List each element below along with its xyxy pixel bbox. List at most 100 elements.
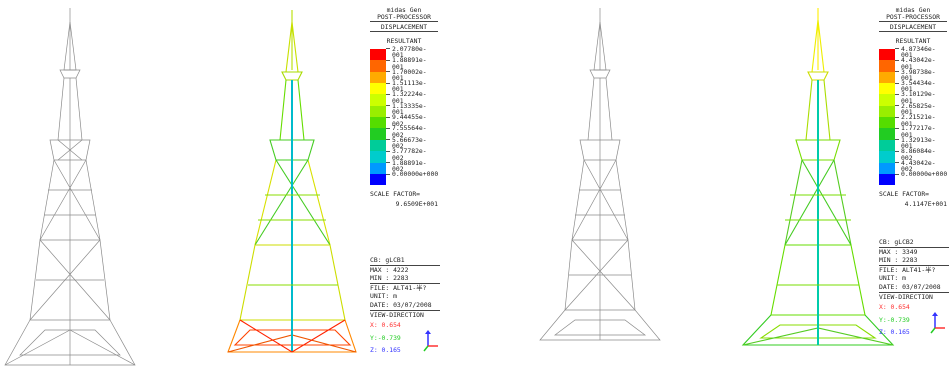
scale-tick <box>386 173 390 175</box>
scale-swatch <box>370 162 386 175</box>
view-direction-axis-icon <box>423 330 438 352</box>
scale-value: 9.44455e-002 <box>392 113 427 128</box>
scale-value: 4.87346e-001 <box>901 44 936 60</box>
scale-tick <box>386 59 390 61</box>
tower-wireframe-icon <box>4 8 136 366</box>
scale-row: 3.77782e-002 <box>370 147 438 163</box>
scale-row: 5.66673e-002 <box>370 137 438 152</box>
min-label: MIN : 2283 <box>370 274 409 283</box>
contour-legend: midas Gen POST-PROCESSOR DISPLACEMENT RE… <box>879 6 947 207</box>
scale-row: 3.10129e-001 <box>879 91 947 106</box>
scale-swatch <box>370 128 386 140</box>
scale-swatch <box>370 117 386 129</box>
scale-row: 4.87346e-001 <box>879 44 947 61</box>
result-panel-b: midas Gen POST-PROCESSOR DISPLACEMENT RE… <box>475 0 950 367</box>
result-type: DISPLACEMENT <box>889 22 937 31</box>
result-panel-a: midas Gen POST-PROCESSOR DISPLACEMENT RE… <box>0 0 475 367</box>
view-direction-label: VIEW-DIRECTION <box>370 310 424 319</box>
view-z: Z: 0.165 <box>879 328 910 337</box>
scale-value: 7.55564e-002 <box>392 124 427 139</box>
view-y: Y:-0.739 <box>879 315 910 324</box>
scale-value: 1.51113e-001 <box>392 78 427 94</box>
view-x: X: 0.654 <box>879 303 910 312</box>
scale-row: 3.54434e-001 <box>879 80 947 95</box>
scale-swatch <box>370 151 386 163</box>
scale-row: 1.77217e-001 <box>879 124 947 140</box>
component-label: RESULTANT <box>895 36 931 45</box>
scale-row: 2.07780e-001 <box>370 46 438 61</box>
scale-swatch <box>879 162 895 175</box>
date-label: DATE: 03/07/2008 <box>370 301 432 310</box>
scale-tick <box>386 48 390 50</box>
scale-swatch <box>879 174 895 186</box>
scale-value: 1.32224e-001 <box>392 90 427 105</box>
scale-factor-value: 4.1147E+001 <box>904 199 947 208</box>
scale-swatch <box>879 60 895 72</box>
date-label: DATE: 03/07/2008 <box>879 283 941 292</box>
scale-row: 7.55564e-002 <box>370 124 438 140</box>
contour-legend: midas Gen POST-PROCESSOR DISPLACEMENT RE… <box>370 6 438 207</box>
scale-tick <box>895 150 899 152</box>
scale-swatch <box>879 128 895 140</box>
scale-tick <box>895 128 899 130</box>
scale-value: 8.86084e-002 <box>901 147 936 162</box>
scale-row: 2.65825e-001 <box>879 103 947 118</box>
scale-row: 8.86084e-002 <box>879 147 947 163</box>
processor-label: POST-PROCESSOR <box>377 13 431 22</box>
scale-row: 4.43042e-001 <box>879 57 947 72</box>
scale-value: 0.00000e+000 <box>901 170 948 179</box>
scale-value: 1.77217e-001 <box>901 124 936 139</box>
cb-label: CB: gLCB1 <box>370 256 405 265</box>
result-info: CB: gLCB2 MAX : 3349 MIN : 2283 FILE: AL… <box>879 238 949 337</box>
scale-row: 1.51113e-001 <box>370 78 438 95</box>
scale-tick <box>895 162 899 164</box>
scale-factor-label: SCALE FACTOR= <box>879 190 930 199</box>
scale-value: 1.32913e-001 <box>901 135 936 151</box>
scale-row: 3.98738e-001 <box>879 67 947 83</box>
scale-row: 1.70002e-001 <box>370 68 438 83</box>
scale-row: 0.00000e+000 <box>879 170 948 186</box>
scale-swatch <box>879 105 895 118</box>
scale-swatch <box>879 117 895 129</box>
scale-tick <box>386 82 390 84</box>
view-x: X: 0.654 <box>370 321 401 330</box>
scale-row: 1.32224e-001 <box>370 90 438 106</box>
scale-row: 9.44455e-002 <box>370 113 438 129</box>
scale-swatch <box>879 151 895 163</box>
scale-tick <box>895 105 899 107</box>
max-label: MAX : 4222 <box>370 265 409 274</box>
deformed-tower-icon <box>227 10 357 353</box>
view-z: Z: 0.165 <box>370 346 401 355</box>
scale-tick <box>386 71 390 73</box>
scale-tick <box>895 71 899 73</box>
min-label: MIN : 2283 <box>879 256 918 265</box>
scale-swatch <box>879 82 895 95</box>
scale-row: 1.32913e-001 <box>879 135 947 152</box>
scale-value: 1.88891e-002 <box>392 158 427 174</box>
deformed-tower-icon <box>741 8 895 346</box>
scale-swatch <box>370 48 386 61</box>
view-direction-axis-icon <box>930 312 945 334</box>
tower-model-view-a[interactable] <box>0 0 475 367</box>
file-label: FILE: ALT41-半? <box>370 283 427 292</box>
program-name: midas Gen <box>386 5 422 14</box>
scale-tick <box>895 59 899 61</box>
scale-tick <box>895 116 899 118</box>
scale-swatch <box>879 139 895 152</box>
scale-value: 4.43042e-002 <box>901 158 936 174</box>
scale-tick <box>386 93 390 95</box>
scale-factor-label: SCALE FACTOR= <box>370 190 421 199</box>
max-label: MAX : 3349 <box>879 247 918 256</box>
scale-value: 3.98738e-001 <box>901 67 936 82</box>
scale-swatch <box>370 82 386 95</box>
scale-value: 3.77782e-002 <box>392 147 427 162</box>
view-direction-label: VIEW-DIRECTION <box>879 292 933 301</box>
tower-wireframe-icon <box>539 8 661 341</box>
scale-swatch <box>370 71 386 83</box>
tower-model-view-b[interactable] <box>475 0 950 367</box>
processor-label: POST-PROCESSOR <box>886 13 940 22</box>
scale-row: 1.88891e-002 <box>370 158 438 175</box>
scale-tick <box>895 173 899 175</box>
scale-row: 1.13335e-001 <box>370 103 438 118</box>
scale-swatch <box>879 94 895 106</box>
